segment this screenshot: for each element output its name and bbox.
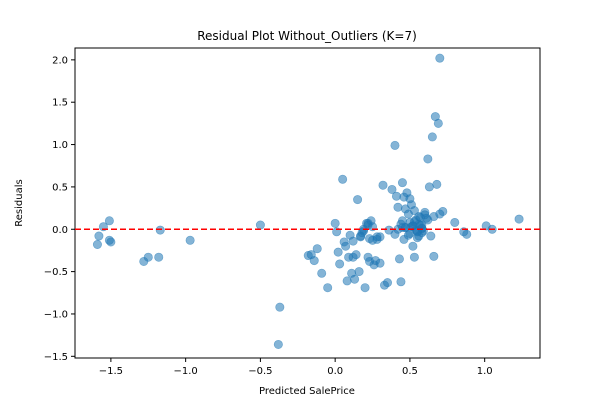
- y-tick-label: −1.5: [44, 352, 68, 363]
- data-point: [317, 268, 327, 278]
- data-point: [391, 191, 401, 201]
- data-point: [409, 206, 419, 216]
- x-tick-label: −1.5: [99, 366, 123, 377]
- data-point: [360, 283, 370, 293]
- data-point: [92, 240, 102, 250]
- data-point: [427, 132, 437, 142]
- data-point: [462, 229, 472, 239]
- data-point: [351, 250, 361, 260]
- data-point: [255, 220, 265, 230]
- data-point: [397, 223, 407, 233]
- data-point: [408, 221, 418, 231]
- data-point: [333, 247, 343, 257]
- data-point: [354, 267, 364, 277]
- data-point: [350, 274, 360, 284]
- data-point: [348, 236, 358, 246]
- data-point: [435, 209, 445, 219]
- y-tick-label: 0.5: [52, 182, 68, 193]
- data-point: [143, 252, 153, 262]
- data-point: [514, 214, 524, 224]
- data-point: [353, 195, 363, 205]
- y-tick-label: 2.0: [52, 55, 68, 66]
- data-point: [387, 184, 397, 194]
- data-point: [309, 256, 319, 266]
- data-point: [330, 218, 340, 228]
- data-point: [394, 254, 404, 264]
- data-point: [185, 235, 195, 245]
- x-axis-label: Predicted SalePrice: [259, 386, 355, 397]
- data-point: [408, 241, 418, 251]
- data-point: [375, 258, 385, 268]
- data-point: [273, 339, 283, 349]
- y-tick-label: 1.0: [52, 140, 68, 151]
- plot-area: [74, 47, 541, 359]
- y-axis-ticks: −1.5 −1.0 −0.5 0.0 0.5 1.0 1.5 2.0: [44, 55, 75, 363]
- data-point: [403, 230, 413, 240]
- data-point: [409, 252, 419, 262]
- y-axis-label: Residuals: [14, 179, 25, 226]
- data-point: [390, 140, 400, 150]
- x-tick-label: −0.5: [248, 366, 272, 377]
- data-point: [275, 302, 285, 312]
- x-tick-label: 0.0: [327, 366, 343, 377]
- chart-title: Residual Plot Without_Outliers (K=7): [197, 29, 417, 43]
- data-point: [396, 277, 406, 287]
- data-point: [335, 259, 345, 269]
- data-point: [104, 216, 114, 226]
- x-tick-label: −1.0: [173, 366, 197, 377]
- data-point: [415, 212, 425, 222]
- data-point: [342, 276, 352, 286]
- data-point: [94, 231, 104, 241]
- data-points: [92, 53, 524, 349]
- data-point: [375, 232, 385, 242]
- data-point: [429, 251, 439, 261]
- data-point: [382, 278, 392, 288]
- data-point: [312, 244, 322, 254]
- data-point: [433, 118, 443, 128]
- data-point: [390, 229, 400, 239]
- data-point: [397, 178, 407, 188]
- data-point: [432, 179, 442, 189]
- x-tick-label: 0.5: [402, 366, 418, 377]
- y-tick-label: 1.5: [52, 98, 68, 109]
- data-point: [393, 202, 403, 212]
- data-point: [359, 226, 369, 236]
- data-point: [154, 252, 164, 262]
- data-point: [365, 234, 375, 244]
- data-point: [423, 154, 433, 164]
- x-axis-ticks: −1.5 −1.0 −0.5 0.0 0.5 1.0: [99, 358, 493, 377]
- data-point: [323, 283, 333, 293]
- data-point: [378, 180, 388, 190]
- data-point: [155, 225, 165, 235]
- x-tick-label: 1.0: [477, 366, 493, 377]
- data-point: [435, 53, 445, 63]
- y-tick-label: 0.0: [52, 225, 68, 236]
- data-point: [426, 231, 436, 241]
- data-point: [341, 241, 351, 251]
- y-tick-label: −0.5: [44, 267, 68, 278]
- y-tick-label: −1.0: [44, 309, 68, 320]
- data-point: [424, 182, 434, 192]
- data-point: [338, 174, 348, 184]
- data-point: [106, 237, 116, 247]
- data-point: [450, 217, 460, 227]
